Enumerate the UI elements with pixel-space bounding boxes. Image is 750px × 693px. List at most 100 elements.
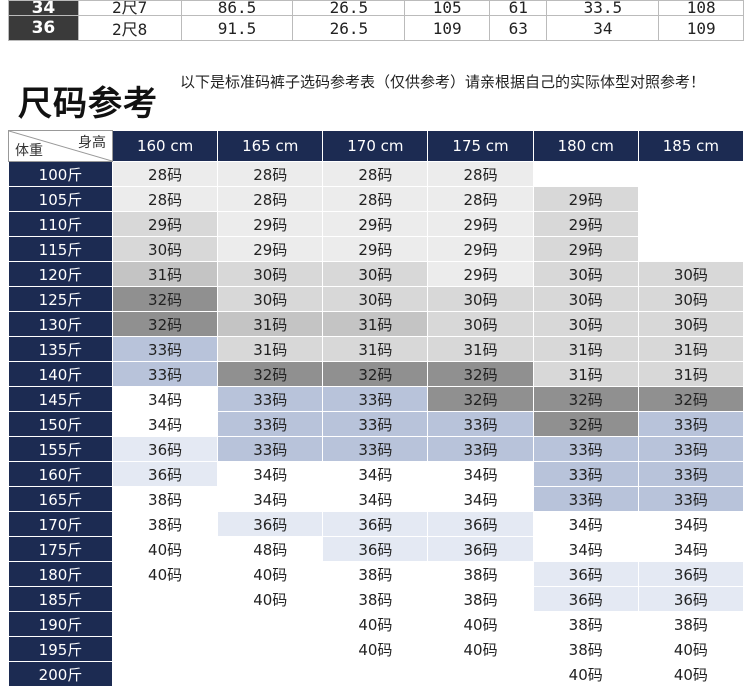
- size-reference-table: 身高 体重 160 cm 165 cm 170 cm 175 cm 180 cm…: [8, 130, 745, 687]
- size-cell: 38码: [322, 586, 429, 612]
- size-cell: 33码: [111, 361, 219, 387]
- size-cell: 40码: [637, 636, 745, 662]
- size-cell: 36码: [637, 561, 745, 587]
- size-cell: 30码: [217, 261, 324, 287]
- size-cell: 33码: [427, 411, 534, 437]
- value-cell: 33.5: [546, 0, 660, 16]
- diagonal-divider-icon: [9, 131, 112, 161]
- size-cell: 40码: [427, 636, 534, 662]
- size-cell: 40码: [111, 536, 219, 562]
- size-cell: 34码: [217, 461, 324, 487]
- size-cell: 38码: [637, 611, 745, 637]
- size-cell: 31码: [322, 311, 429, 337]
- value-cell: 109: [404, 15, 491, 41]
- weight-cell: 105斤: [8, 186, 113, 212]
- table-row: 170斤 38码 36码 36码 36码 34码 34码: [8, 511, 745, 537]
- value-cell: 108: [658, 0, 744, 16]
- table-row: 140斤 33码 32码 32码 32码 31码 31码: [8, 361, 745, 387]
- size-cell: 33码: [637, 486, 745, 512]
- size-cell: 36码: [427, 511, 534, 537]
- size-cell: 36: [8, 15, 79, 41]
- size-cell: [217, 636, 324, 662]
- size-cell: 31码: [111, 261, 219, 287]
- size-cell: 34码: [427, 461, 534, 487]
- size-cell: 34码: [427, 486, 534, 512]
- size-cell: 34码: [532, 511, 639, 537]
- size-cell: 36码: [532, 561, 639, 587]
- weight-cell: 140斤: [8, 361, 113, 387]
- value-cell: 61: [489, 0, 548, 16]
- table-row: 200斤 40码 40码: [8, 661, 745, 687]
- size-cell: 40码: [322, 636, 429, 662]
- size-cell: 36码: [111, 436, 219, 462]
- size-cell: 38码: [532, 611, 639, 637]
- size-cell: 30码: [427, 311, 534, 337]
- size-cell: 33码: [322, 386, 429, 412]
- size-cell: 33码: [532, 436, 639, 462]
- table-row: 145斤 34码 33码 33码 32码 32码 32码: [8, 386, 745, 412]
- size-cell: 31码: [217, 336, 324, 362]
- size-cell: [322, 661, 429, 687]
- weight-cell: 180斤: [8, 561, 113, 587]
- size-cell: 29码: [427, 261, 534, 287]
- size-cell: 28码: [111, 186, 219, 212]
- weight-cell: 165斤: [8, 486, 113, 512]
- size-cell: 29码: [427, 236, 534, 262]
- size-cell: 31码: [322, 336, 429, 362]
- table-row: 180斤 40码 40码 38码 38码 36码 36码: [8, 561, 745, 587]
- corner-header: 身高 体重: [8, 130, 113, 162]
- table-row: 100斤 28码 28码 28码 28码: [8, 161, 745, 187]
- size-cell: 30码: [217, 286, 324, 312]
- size-cell: 31码: [217, 311, 324, 337]
- table-row: 110斤 29码 29码 29码 29码 29码: [8, 211, 745, 237]
- size-cell: 29码: [217, 211, 324, 237]
- weight-cell: 100斤: [8, 161, 113, 187]
- weight-cell: 120斤: [8, 261, 113, 287]
- size-cell: 40码: [322, 611, 429, 637]
- value-cell: 26.5: [292, 0, 406, 16]
- size-cell: 36码: [111, 461, 219, 487]
- value-cell: 91.5: [180, 15, 294, 41]
- height-header: 160 cm: [111, 130, 219, 162]
- table-row: 150斤 34码 33码 33码 33码 32码 33码: [8, 411, 745, 437]
- size-cell: 31码: [532, 336, 639, 362]
- size-cell: 36码: [322, 536, 429, 562]
- height-header: 170 cm: [322, 130, 429, 162]
- size-cell: 31码: [637, 336, 745, 362]
- size-cell: 38码: [322, 561, 429, 587]
- size-cell: 30码: [637, 261, 745, 287]
- size-cell: 36码: [322, 511, 429, 537]
- weight-cell: 110斤: [8, 211, 113, 237]
- size-cell: 38码: [427, 561, 534, 587]
- size-cell: 33码: [322, 436, 429, 462]
- weight-cell: 160斤: [8, 461, 113, 487]
- value-cell: 34: [546, 15, 660, 41]
- size-cell: 34码: [111, 411, 219, 437]
- size-cell: 33码: [427, 436, 534, 462]
- size-cell: [637, 186, 745, 212]
- size-cell: 36码: [427, 536, 534, 562]
- size-cell: [217, 611, 324, 637]
- weight-label: 体重: [15, 143, 43, 159]
- size-cell: 40码: [217, 586, 324, 612]
- size-cell: 32码: [637, 386, 745, 412]
- size-cell: 28码: [427, 161, 534, 187]
- value-cell: 2尺8: [77, 15, 182, 41]
- size-cell: [637, 211, 745, 237]
- size-cell: 34码: [111, 386, 219, 412]
- size-cell: 32码: [111, 286, 219, 312]
- height-label: 身高: [78, 135, 106, 151]
- table-row: 155斤 36码 33码 33码 33码 33码 33码: [8, 436, 745, 462]
- size-cell: 30码: [532, 311, 639, 337]
- size-cell: 40码: [111, 561, 219, 587]
- size-cell: 30码: [532, 261, 639, 287]
- size-cell: 32码: [427, 386, 534, 412]
- size-cell: 30码: [532, 286, 639, 312]
- size-cell: 34码: [322, 461, 429, 487]
- size-cell: 32码: [427, 361, 534, 387]
- size-cell: 40码: [427, 611, 534, 637]
- weight-cell: 115斤: [8, 236, 113, 262]
- table-row: 195斤 40码 40码 38码 40码: [8, 636, 745, 662]
- size-cell: 48码: [217, 536, 324, 562]
- size-cell: 29码: [322, 211, 429, 237]
